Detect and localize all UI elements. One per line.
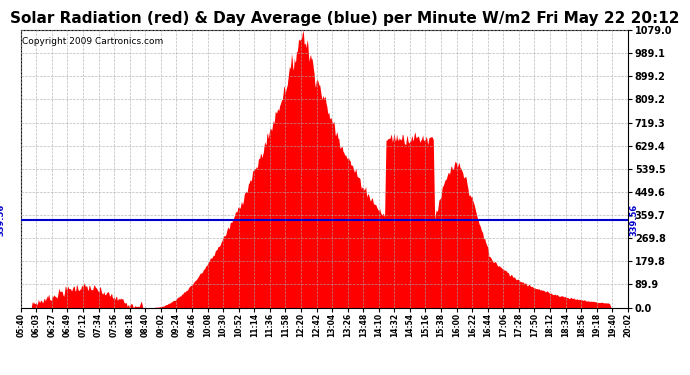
Text: Copyright 2009 Cartronics.com: Copyright 2009 Cartronics.com — [22, 37, 163, 46]
Text: 339.56: 339.56 — [0, 204, 6, 236]
Text: Solar Radiation (red) & Day Average (blue) per Minute W/m2 Fri May 22 20:12: Solar Radiation (red) & Day Average (blu… — [10, 11, 680, 26]
Text: 339.56: 339.56 — [629, 204, 638, 236]
